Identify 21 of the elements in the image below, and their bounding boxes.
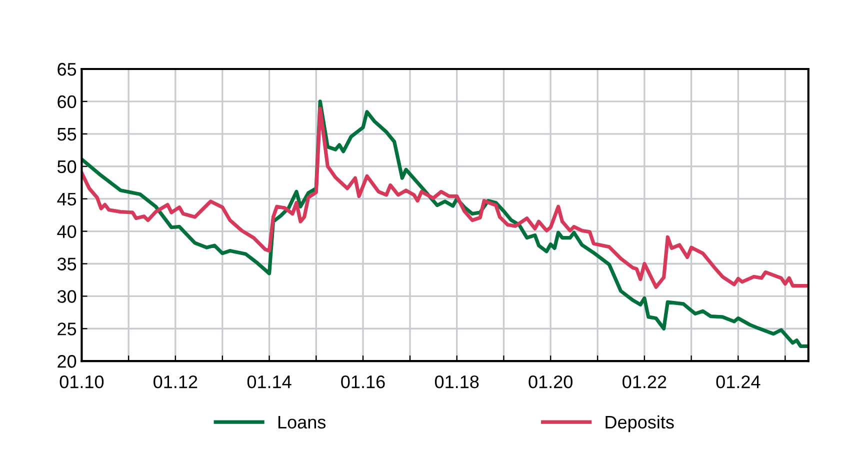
x-tick-label: 01.24 (716, 375, 760, 388)
y-tick-label: 50 (57, 160, 76, 174)
y-tick-label: 20 (58, 355, 76, 368)
legend-label: Loans (278, 416, 326, 429)
x-tick-label: 01.16 (341, 375, 385, 388)
y-tick-label: 35 (57, 258, 76, 270)
y-tick-label: 40 (57, 225, 76, 238)
y-tick-label: 45 (57, 192, 76, 206)
line-series (82, 106, 808, 289)
x-tick-label: 01.22 (622, 375, 666, 388)
y-tick-label: 55 (57, 128, 76, 141)
x-tick-label: 01.14 (247, 375, 292, 388)
y-tick-label: 25 (58, 322, 76, 336)
x-tick-label: 01.12 (154, 375, 198, 388)
x-tick-label: 01.10 (60, 375, 104, 388)
y-tick-label: 60 (58, 95, 76, 108)
y-tick-label: 65 (58, 62, 76, 76)
y-tick-label: 30 (57, 290, 76, 303)
x-tick-label: 01.18 (434, 375, 479, 388)
legend-label: Deposits (606, 415, 674, 432)
x-tick-label: 01.20 (528, 375, 572, 388)
